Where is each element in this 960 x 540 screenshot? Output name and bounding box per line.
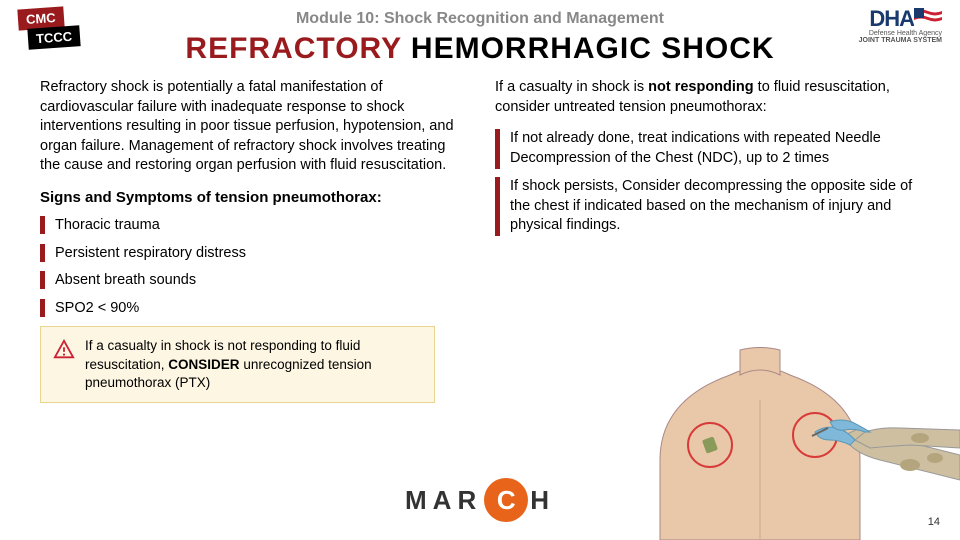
march-h: H	[530, 485, 555, 516]
page-title: REFRACTORY HEMORRHAGIC SHOCK	[40, 32, 920, 66]
right-intro: If a casualty in shock is not responding…	[495, 78, 920, 117]
title-rest: HEMORRHAGIC SHOCK	[402, 32, 775, 65]
list-item: Thoracic trauma	[40, 216, 465, 236]
bullet-bar-icon	[495, 129, 500, 169]
bullet-text: If shock persists, Consider decompressin…	[510, 177, 920, 236]
bullet-text: Thoracic trauma	[55, 216, 160, 236]
list-item: Absent breath sounds	[40, 271, 465, 291]
warning-triangle-icon	[53, 339, 75, 361]
list-item: If shock persists, Consider decompressin…	[495, 177, 920, 236]
torso-illustration	[600, 340, 960, 540]
module-label: Module 10: Shock Recognition and Managem…	[40, 10, 920, 28]
march-m: M	[405, 485, 433, 516]
bullet-text: Persistent respiratory distress	[55, 244, 246, 264]
symptoms-heading: Signs and Symptoms of tension pneumothor…	[40, 188, 465, 208]
march-mnemonic: M A R C H	[405, 478, 555, 522]
title-accent: REFRACTORY	[185, 32, 401, 65]
right-intro-pre: If a casualty in shock is	[495, 79, 648, 95]
tccc-badge: TCCC	[27, 25, 80, 50]
march-r: R	[457, 485, 482, 516]
bullet-bar-icon	[40, 271, 45, 289]
dha-sub2: JOINT TRAUMA SYSTEM	[859, 37, 942, 44]
bullet-bar-icon	[40, 299, 45, 317]
list-item: SPO2 < 90%	[40, 299, 465, 319]
dha-sub1: Defense Health Agency	[859, 30, 942, 37]
bullet-text: SPO2 < 90%	[55, 299, 139, 319]
left-column: Refractory shock is potentially a fatal …	[40, 78, 465, 403]
page-number: 14	[928, 516, 940, 528]
bullet-text: Absent breath sounds	[55, 271, 196, 291]
bullet-bar-icon	[495, 177, 500, 236]
warning-callout: If a casualty in shock is not responding…	[40, 326, 435, 403]
flag-icon	[914, 8, 942, 26]
list-item: Persistent respiratory distress	[40, 244, 465, 264]
bullet-text: If not already done, treat indications w…	[510, 129, 920, 168]
march-c-highlight: C	[484, 478, 528, 522]
list-item: If not already done, treat indications w…	[495, 129, 920, 169]
right-intro-bold: not responding	[648, 79, 754, 95]
bullet-bar-icon	[40, 244, 45, 262]
cmc-tccc-logo: CMC TCCC	[18, 8, 80, 48]
callout-bold: CONSIDER	[168, 357, 239, 372]
bullet-bar-icon	[40, 216, 45, 234]
intro-paragraph: Refractory shock is potentially a fatal …	[40, 78, 465, 176]
dha-logo: DHA Defense Health Agency JOINT TRAUMA S…	[859, 8, 942, 44]
dha-text: DHA	[869, 6, 914, 31]
march-a: A	[433, 485, 458, 516]
